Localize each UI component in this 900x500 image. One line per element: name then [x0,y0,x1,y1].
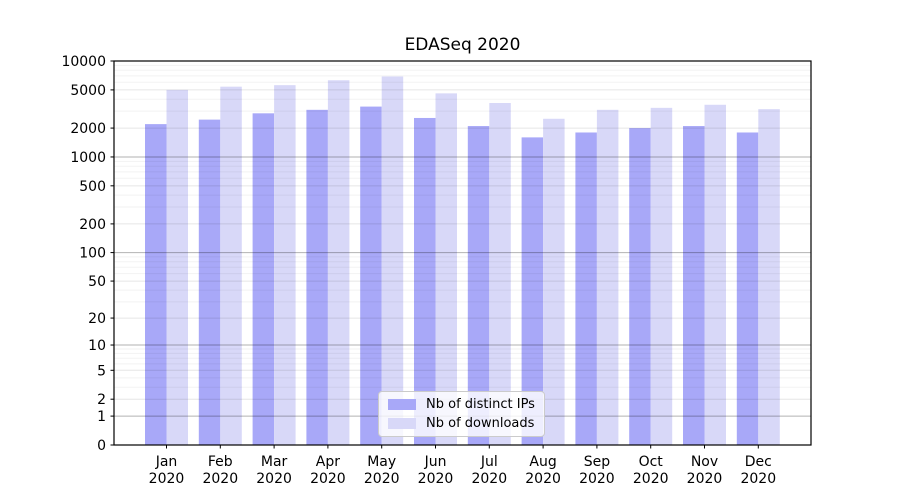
y-tick-label: 50 [88,274,106,290]
x-tick-label-month: Dec [745,454,772,470]
legend-label-downloads: Nb of downloads [426,416,535,431]
x-tick-label-year: 2020 [633,471,669,487]
y-tick-label: 0 [97,438,106,454]
bar-distinct-ips [360,106,382,446]
x-tick-label-month: Oct [639,454,664,470]
bar-downloads [327,80,350,445]
bar-downloads [381,76,404,445]
y-tick-label: 2 [97,392,106,408]
legend-row-distinct-ips: Nb of distinct IPs [388,398,536,411]
legend: Nb of distinct IPs Nb of downloads [378,391,545,437]
x-tick-label-year: 2020 [149,471,185,487]
legend-swatch-distinct-ips [388,399,416,410]
legend-label-distinct-ips: Nb of distinct IPs [426,397,535,412]
y-tick-label: 5000 [70,83,106,99]
x-tick-label-month: Mar [261,454,288,470]
x-tick-label-year: 2020 [364,471,400,487]
bar-downloads [489,103,511,445]
x-tick-label-year: 2020 [471,471,507,487]
chart-title: EDASeq 2020 [404,35,521,55]
x-tick-label-year: 2020 [418,471,454,487]
bar-downloads [274,85,296,445]
bar-distinct-ips [575,132,597,446]
bar-distinct-ips [198,119,221,445]
x-tick-label-year: 2020 [256,471,292,487]
x-tick-label-month: Jul [480,454,498,470]
bar-distinct-ips [306,109,328,446]
x-tick-label-year: 2020 [310,471,346,487]
y-tick-label: 5 [97,363,106,379]
y-tick-label: 2000 [70,121,106,137]
bar-distinct-ips [521,137,544,445]
x-tick-label-year: 2020 [579,471,615,487]
bar-downloads [220,86,242,445]
bar-downloads [596,109,619,446]
x-tick-label-month: Jan [155,454,178,470]
bar-downloads [166,89,188,445]
legend-row-downloads: Nb of downloads [388,417,536,430]
x-tick-label-month: Sep [584,454,611,470]
bar-downloads [758,109,780,446]
bar-distinct-ips [736,132,759,446]
x-tick-label-year: 2020 [202,471,238,487]
x-tick-label-month: Feb [208,454,233,470]
x-tick-label-month: Nov [691,454,718,470]
bar-distinct-ips [683,126,705,445]
x-tick-label-year: 2020 [687,471,723,487]
y-tick-label: 500 [79,179,106,195]
y-tick-label: 100 [79,246,106,262]
x-tick-label-month: Aug [529,454,556,470]
bar-downloads [650,107,673,445]
x-tick-label-year: 2020 [525,471,561,487]
y-tick-label: 20 [88,311,106,327]
x-tick-label-month: May [367,454,396,470]
bar-distinct-ips [145,124,167,445]
y-tick-label: 10 [88,338,106,354]
bar-distinct-ips [252,113,275,446]
y-tick-label: 200 [79,217,106,233]
bar-downloads [435,93,457,446]
y-tick-label: 1 [97,409,106,425]
x-tick-label-month: Jun [424,454,447,470]
x-tick-label-month: Apr [316,454,340,470]
bar-distinct-ips [629,128,651,445]
legend-swatch-downloads [388,418,416,429]
y-tick-label: 1000 [70,150,106,166]
bar-distinct-ips [467,126,490,445]
x-tick-label-year: 2020 [740,471,776,487]
bar-downloads [704,104,726,445]
bar-downloads [543,118,565,445]
bar-distinct-ips [414,117,436,445]
y-tick-label: 10000 [61,54,106,70]
